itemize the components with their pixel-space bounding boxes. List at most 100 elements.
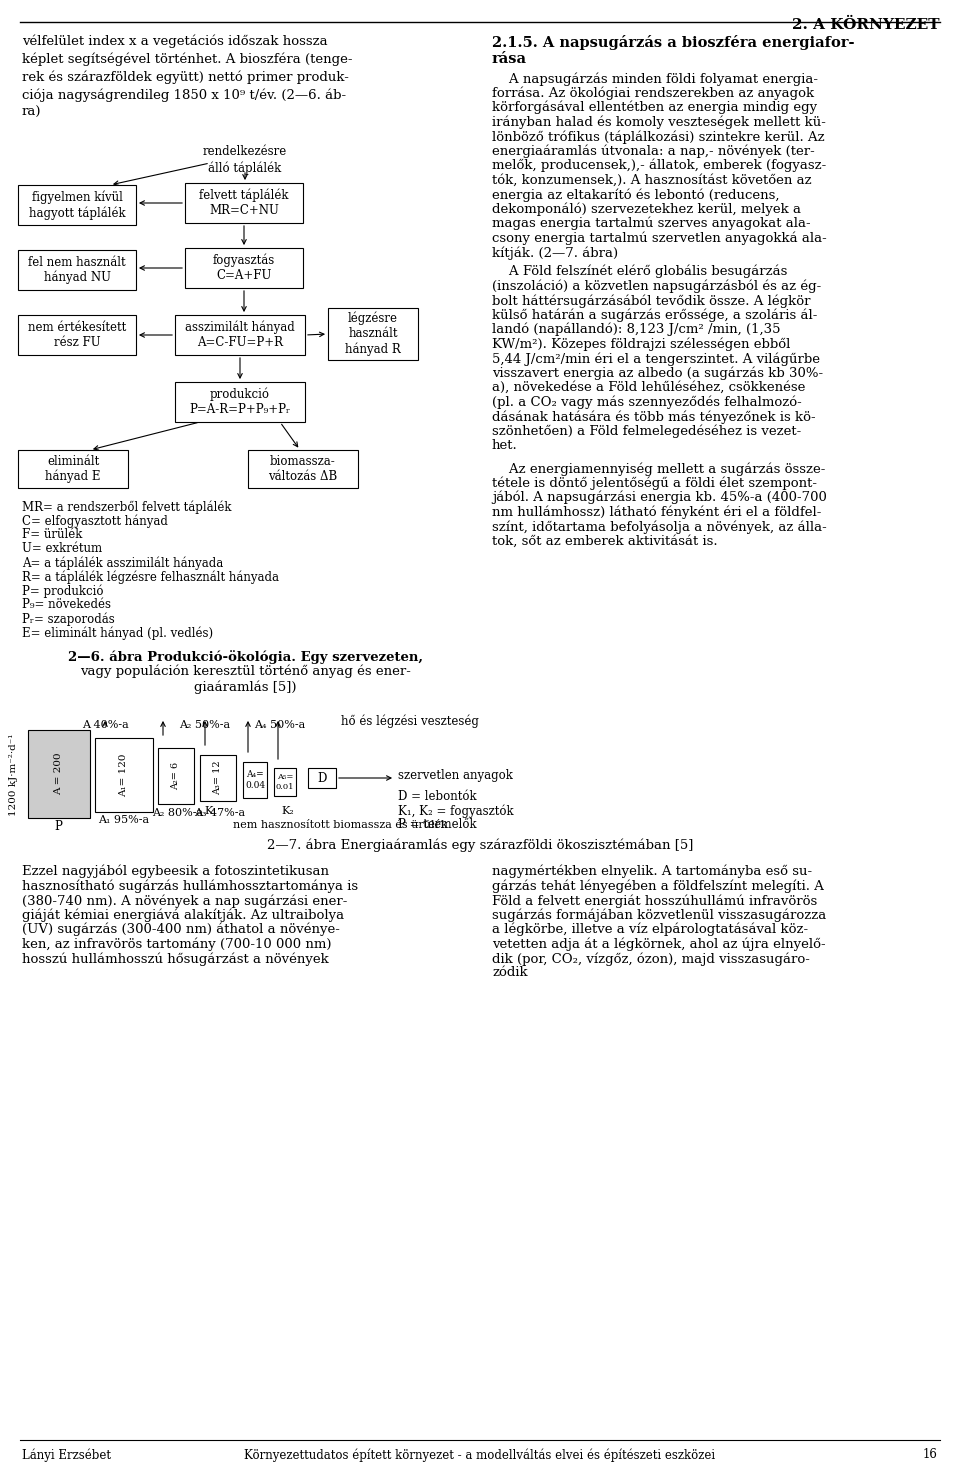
Text: biomassza-
változás ΔB: biomassza- változás ΔB bbox=[269, 455, 338, 483]
Text: energiaáramlás útvonala: a nap,- növények (ter-: energiaáramlás útvonala: a nap,- növénye… bbox=[492, 145, 815, 158]
Text: produkció
P=A-R=P+P₉+Pᵣ: produkció P=A-R=P+P₉+Pᵣ bbox=[189, 388, 291, 417]
Bar bbox=[95, 737, 153, 812]
Text: U= exkrétum: U= exkrétum bbox=[22, 541, 102, 554]
Text: lönböző trófikus (táplálkozási) szintekre kerül. Az: lönböző trófikus (táplálkozási) szintekr… bbox=[492, 130, 825, 143]
Text: K₂: K₂ bbox=[281, 806, 295, 816]
Text: 2—6. ábra Produkció-ökológia. Egy szervezeten,: 2—6. ábra Produkció-ökológia. Egy szerve… bbox=[67, 650, 422, 664]
Text: A 40%-a: A 40%-a bbox=[82, 720, 129, 730]
Text: 16: 16 bbox=[924, 1448, 938, 1462]
Bar bbox=[158, 748, 194, 805]
Text: D = lebontók: D = lebontók bbox=[398, 790, 476, 803]
Text: Föld a felvett energiát hosszúhullámú infravörös: Föld a felvett energiát hosszúhullámú in… bbox=[492, 894, 817, 907]
Text: gárzás tehát lényegében a földfelszínt melegíti. A: gárzás tehát lényegében a földfelszínt m… bbox=[492, 879, 824, 892]
Text: dekomponáló) szervezetekhez kerül, melyek a: dekomponáló) szervezetekhez kerül, melye… bbox=[492, 202, 801, 217]
Text: nm hullámhossz) látható fényként éri el a földfel-: nm hullámhossz) látható fényként éri el … bbox=[492, 506, 822, 519]
Text: MR= a rendszerből felvett táplálék: MR= a rendszerből felvett táplálék bbox=[22, 500, 231, 514]
Bar bbox=[18, 184, 136, 225]
Text: sugárzás formájában közvetlenül visszasugározza: sugárzás formájában közvetlenül visszasu… bbox=[492, 909, 827, 922]
Text: hosszú hullámhosszú hősugárzást a növények: hosszú hullámhosszú hősugárzást a növény… bbox=[22, 952, 328, 966]
Text: A napsugárzás minden földi folyamat energia-: A napsugárzás minden földi folyamat ener… bbox=[492, 72, 818, 85]
Text: A= a táplálék asszimilált hányada: A= a táplálék asszimilált hányada bbox=[22, 556, 224, 569]
Text: hasznosítható sugárzás hullámhossztartománya is: hasznosítható sugárzás hullámhossztartom… bbox=[22, 879, 358, 892]
Text: melők, producensek,),- állatok, emberek (fogyasz-: melők, producensek,),- állatok, emberek … bbox=[492, 159, 827, 173]
Text: tók, konzumensek,). A hasznosítást követően az: tók, konzumensek,). A hasznosítást követ… bbox=[492, 174, 811, 186]
Text: 2—7. ábra Energiaáramlás egy szárazföldi ökoszisztémában [5]: 2—7. ábra Energiaáramlás egy szárazföldi… bbox=[267, 838, 693, 851]
Text: Lányi Erzsébet: Lányi Erzsébet bbox=[22, 1448, 111, 1462]
Bar bbox=[18, 451, 128, 489]
Text: a), növekedése a Föld lehűléséhez, csökkenése: a), növekedése a Föld lehűléséhez, csökk… bbox=[492, 380, 805, 394]
Text: F= ürülék: F= ürülék bbox=[22, 528, 83, 541]
Text: asszimilált hányad
A=C-FU=P+R: asszimilált hányad A=C-FU=P+R bbox=[185, 320, 295, 350]
Text: jából. A napsugárzási energia kb. 45%-a (400-700: jából. A napsugárzási energia kb. 45%-a … bbox=[492, 492, 827, 505]
Text: hő és légzési veszteség: hő és légzési veszteség bbox=[341, 715, 479, 729]
Bar bbox=[243, 762, 267, 797]
Bar bbox=[28, 730, 90, 818]
Text: eliminált
hányad E: eliminált hányad E bbox=[45, 455, 101, 483]
Text: kítják. (2—7. ábra): kítják. (2—7. ábra) bbox=[492, 246, 618, 259]
Text: magas energia tartalmú szerves anyagokat ala-: magas energia tartalmú szerves anyagokat… bbox=[492, 217, 810, 231]
Text: A = 200: A = 200 bbox=[55, 752, 63, 796]
Text: ken, az infravörös tartomány (700-10 000 nm): ken, az infravörös tartomány (700-10 000… bbox=[22, 938, 331, 951]
Text: energia az eltakarító és lebontó (reducens,: energia az eltakarító és lebontó (reduce… bbox=[492, 189, 780, 202]
Text: bolt háttérsugárzásából tevődik össze. A légkör: bolt háttérsugárzásából tevődik össze. A… bbox=[492, 294, 810, 307]
Text: 1200 kJ·m⁻²·d⁻¹: 1200 kJ·m⁻²·d⁻¹ bbox=[10, 734, 18, 816]
Text: 5,44 J/cm²/min éri el a tengerszintet. A világűrbe: 5,44 J/cm²/min éri el a tengerszintet. A… bbox=[492, 353, 820, 366]
Text: színt, időtartama befolyásolja a növények, az álla-: színt, időtartama befolyásolja a növénye… bbox=[492, 519, 827, 534]
Text: forrása. Az ökológiai rendszerekben az anyagok: forrása. Az ökológiai rendszerekben az a… bbox=[492, 86, 814, 99]
Text: P= produkció: P= produkció bbox=[22, 584, 104, 597]
Bar bbox=[200, 755, 236, 802]
Text: het.: het. bbox=[492, 439, 517, 452]
Text: felvett táplálék
MR=C+NU: felvett táplálék MR=C+NU bbox=[200, 189, 289, 217]
Text: KW/m²). Közepes földrajzi szélességen ebből: KW/m²). Közepes földrajzi szélességen eb… bbox=[492, 338, 790, 351]
Bar bbox=[274, 768, 296, 796]
Text: K₁: K₁ bbox=[204, 806, 217, 816]
Text: szervetlen anyagok: szervetlen anyagok bbox=[398, 768, 513, 781]
Text: E= eliminált hányad (pl. vedlés): E= eliminált hányad (pl. vedlés) bbox=[22, 626, 213, 639]
Bar bbox=[18, 250, 136, 290]
Text: A Föld felszínét elérő globális besugárzás: A Föld felszínét elérő globális besugárz… bbox=[492, 265, 787, 278]
Text: fel nem használt
hányad NU: fel nem használt hányad NU bbox=[28, 256, 126, 284]
Bar bbox=[328, 309, 418, 360]
Text: nagymértékben elnyelik. A tartományba eső su-: nagymértékben elnyelik. A tartományba es… bbox=[492, 865, 812, 878]
Bar bbox=[248, 451, 358, 489]
Text: légzésre
használt
hányad R: légzésre használt hányad R bbox=[346, 312, 401, 356]
Text: körforgásával ellentétben az energia mindig egy: körforgásával ellentétben az energia min… bbox=[492, 101, 817, 114]
Bar bbox=[185, 183, 303, 222]
Bar bbox=[175, 382, 305, 421]
Text: P: P bbox=[54, 819, 62, 832]
Text: 2.1.5. A napsugárzás a bioszféra energiafor-: 2.1.5. A napsugárzás a bioszféra energia… bbox=[492, 35, 854, 50]
Text: A₅=
0.01: A₅= 0.01 bbox=[276, 774, 295, 790]
Text: vélfelület index x a vegetációs időszak hossza
képlet segítségével történhet. A : vélfelület index x a vegetációs időszak … bbox=[22, 35, 352, 119]
Text: Ezzel nagyjából egybeesik a fotoszintetikusan: Ezzel nagyjából egybeesik a fotoszinteti… bbox=[22, 865, 329, 878]
Text: P₉= növekedés: P₉= növekedés bbox=[22, 598, 111, 612]
Text: C= elfogyasztott hányad: C= elfogyasztott hányad bbox=[22, 514, 168, 528]
Text: A₂ 80%-a: A₂ 80%-a bbox=[153, 808, 204, 818]
Text: giaáramlás [5]): giaáramlás [5]) bbox=[194, 680, 297, 693]
Text: a légkörbe, illetve a víz elpárologtatásával köz-: a légkörbe, illetve a víz elpárologtatás… bbox=[492, 923, 808, 936]
Text: K₁, K₂ = fogyasztók: K₁, K₂ = fogyasztók bbox=[398, 805, 514, 818]
Text: figyelmen kívül
hagyott táplálék: figyelmen kívül hagyott táplálék bbox=[29, 190, 126, 219]
Text: külső határán a sugárzás erőssége, a szoláris ál-: külső határán a sugárzás erőssége, a szo… bbox=[492, 309, 817, 322]
Text: A₄=
0.04: A₄= 0.04 bbox=[245, 771, 265, 790]
Text: rása: rása bbox=[492, 53, 527, 66]
Text: dik (por, CO₂, vízgőz, ózon), majd visszasugáro-: dik (por, CO₂, vízgőz, ózon), majd vissz… bbox=[492, 952, 810, 966]
Text: csony energia tartalmú szervetlen anyagokká ala-: csony energia tartalmú szervetlen anyago… bbox=[492, 231, 827, 244]
Bar bbox=[185, 249, 303, 288]
Text: (380-740 nm). A növények a nap sugárzási ener-: (380-740 nm). A növények a nap sugárzási… bbox=[22, 894, 348, 907]
Text: fogyasztás
C=A+FU: fogyasztás C=A+FU bbox=[213, 253, 276, 282]
Text: 2. A KÖRNYEZET: 2. A KÖRNYEZET bbox=[793, 18, 940, 32]
Text: A₃ 47%-a: A₃ 47%-a bbox=[195, 808, 246, 818]
Text: nem hasznosított biomassza és ürülék: nem hasznosított biomassza és ürülék bbox=[232, 819, 447, 830]
Text: vagy populáción keresztül történő anyag és ener-: vagy populáción keresztül történő anyag … bbox=[80, 666, 411, 679]
Text: Környezettudatos épített környezet - a modellváltás elvei és építészeti eszközei: Környezettudatos épített környezet - a m… bbox=[245, 1448, 715, 1462]
Text: A₂ 50%-a: A₂ 50%-a bbox=[180, 720, 230, 730]
Text: R= a táplálék légzésre felhasznált hányada: R= a táplálék légzésre felhasznált hánya… bbox=[22, 571, 279, 584]
Text: rendelkezésre
álló táplálék: rendelkezésre álló táplálék bbox=[203, 145, 287, 174]
Text: giáját kémiai energiává alakítják. Az ultraibolya: giáját kémiai energiává alakítják. Az ul… bbox=[22, 909, 344, 922]
Text: landó (napállandó): 8,123 J/cm² /min, (1,35: landó (napállandó): 8,123 J/cm² /min, (1… bbox=[492, 323, 780, 336]
Text: Pᵣ= szaporodás: Pᵣ= szaporodás bbox=[22, 612, 115, 626]
Text: visszavert energia az albedo (a sugárzás kb 30%-: visszavert energia az albedo (a sugárzás… bbox=[492, 367, 823, 380]
Text: (inszoláció) a közvetlen napsugárzásból és az ég-: (inszoláció) a közvetlen napsugárzásból … bbox=[492, 279, 821, 293]
Text: A₁= 120: A₁= 120 bbox=[119, 753, 129, 797]
Text: tétele is döntő jelentőségű a földi élet szempont-: tétele is döntő jelentőségű a földi élet… bbox=[492, 477, 817, 490]
